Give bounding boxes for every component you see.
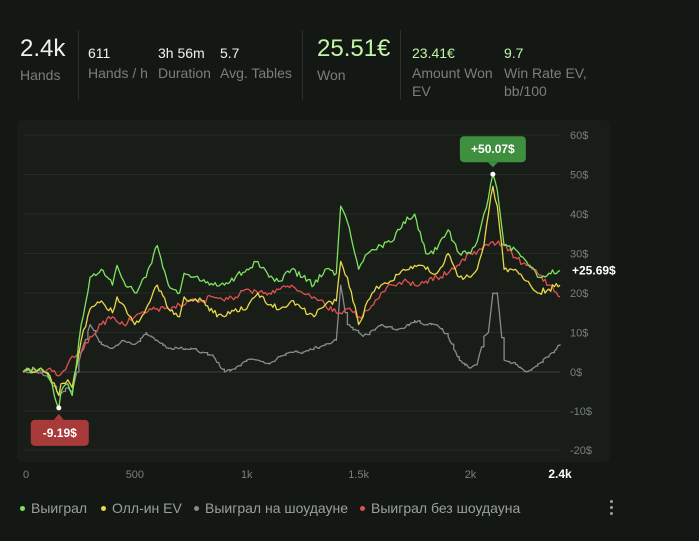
- stat-win-rate-ev: 9.7 Win Rate EV, bb/100: [504, 34, 589, 100]
- x-tick-label: 1.5k: [348, 469, 369, 481]
- stat-avg-tables-value: 5.7: [220, 45, 240, 61]
- stat-duration-value: 3h 56m: [158, 45, 205, 61]
- stat-hands-value: 2.4k: [20, 35, 66, 62]
- series-lines: [22, 173, 561, 409]
- stat-hands-per-hour: 611 Hands / h: [88, 34, 148, 82]
- stat-hands: 2.4k Hands: [20, 34, 65, 84]
- legend-label: Выиграл: [31, 500, 88, 516]
- y-tick-label: 20$: [570, 288, 588, 300]
- legend-item-won[interactable]: Выиграл: [20, 500, 87, 516]
- min-badge-bg: [30, 419, 89, 446]
- chart-grid: [24, 134, 560, 451]
- last-value-label: +25.69$: [572, 264, 616, 278]
- max-badge-pointer: [487, 162, 498, 168]
- y-tick-label: 0$: [570, 367, 582, 379]
- stat-amount-won-ev-value: 23.41€: [412, 45, 455, 61]
- min-badge-pointer: [53, 413, 64, 420]
- stat-hands-label: Hands: [20, 67, 61, 83]
- min-point-marker: [56, 405, 62, 411]
- profit-chart[interactable]: 60$ 50$ 40$ 30$ 20$ 10$ 0$ -10$ -20$ 0 500 1k 1.5k 2…: [0, 0, 699, 490]
- y-tick-label: 60$: [570, 130, 588, 142]
- x-tick-label: 500: [126, 469, 144, 481]
- legend-item-non-showdown[interactable]: Выиграл без шоудауна: [360, 500, 520, 516]
- stats-bar: 2.4k Hands 611 Hands / h 3h 56m Duration…: [0, 0, 699, 110]
- stat-won-value: 25.51€: [317, 35, 391, 62]
- stat-duration-label: Duration: [158, 65, 211, 81]
- y-tick-label: -10$: [570, 406, 592, 418]
- stat-win-rate-ev-label: Win Rate EV, bb/100: [504, 65, 587, 99]
- x-tick-label: 2k: [465, 469, 477, 481]
- series-line-won: [22, 173, 561, 409]
- y-tick-label: 40$: [570, 209, 588, 221]
- legend-dot: [101, 505, 106, 511]
- max-badge-bg: [459, 136, 526, 163]
- y-tick-label: -20$: [570, 445, 592, 457]
- series-line-allin-ev: [22, 185, 561, 397]
- stat-amount-won-ev-label: Amount Won EV: [412, 65, 493, 99]
- max-point-marker: [490, 171, 496, 177]
- y-axis-ticks: 60$ 50$ 40$ 30$ 20$ 10$ 0$ -10$ -20$: [570, 130, 592, 457]
- divider: [78, 30, 79, 100]
- divider: [302, 30, 303, 100]
- x-axis-ticks: 0 500 1k 1.5k 2k 2.4k: [23, 467, 572, 481]
- chart-badges: +50.07$ -9.19$ +25.69$: [30, 136, 616, 446]
- chart-panel: [17, 120, 610, 462]
- legend-label: Олл-ин EV: [112, 500, 182, 516]
- legend-dot: [194, 505, 199, 511]
- stat-hands-per-hour-label: Hands / h: [88, 65, 148, 81]
- stat-won-label: Won: [317, 67, 346, 83]
- stat-win-rate-ev-value: 9.7: [504, 45, 524, 61]
- x-tick-label: 1k: [241, 469, 253, 481]
- stat-won: 25.51€ Won: [317, 34, 390, 84]
- y-tick-label: 30$: [570, 249, 588, 261]
- stat-hands-per-hour-value: 611: [88, 45, 111, 61]
- x-tick-label: 2.4k: [548, 467, 572, 481]
- legend-item-showdown[interactable]: Выиграл на шоудауне: [194, 500, 348, 516]
- legend-label: Выиграл без шоудауна: [371, 500, 521, 516]
- legend-item-allin-ev[interactable]: Олл-ин EV: [101, 500, 182, 516]
- stat-avg-tables-label: Avg. Tables: [220, 65, 292, 81]
- max-badge-label: +50.07$: [471, 142, 515, 156]
- kebab-menu-icon[interactable]: [604, 500, 618, 516]
- stat-avg-tables: 5.7 Avg. Tables: [220, 34, 292, 82]
- legend-label: Выиграл на шоудауне: [205, 500, 349, 516]
- legend-dot: [360, 505, 365, 511]
- legend-dot: [20, 505, 25, 511]
- y-tick-label: 10$: [570, 328, 588, 340]
- x-tick-label: 0: [23, 469, 29, 481]
- stat-duration: 3h 56m Duration: [158, 34, 211, 82]
- stat-amount-won-ev: 23.41€ Amount Won EV: [412, 34, 497, 100]
- divider: [400, 30, 401, 100]
- y-tick-label: 50$: [570, 170, 588, 182]
- series-line-showdown: [22, 284, 561, 397]
- min-badge-label: -9.19$: [43, 426, 77, 440]
